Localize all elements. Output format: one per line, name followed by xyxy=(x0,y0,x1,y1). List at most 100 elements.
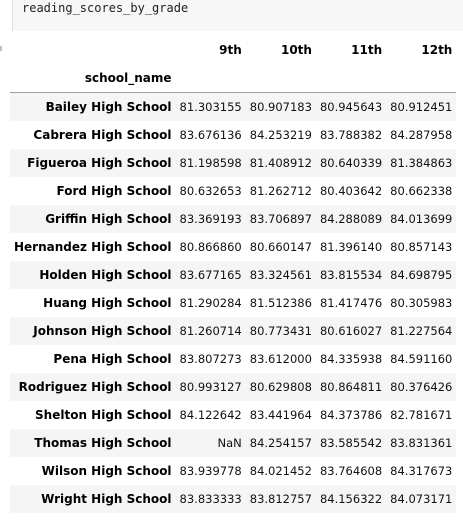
row-index-school-name: Pena High School xyxy=(53,352,172,366)
table-cell: 80.629808 xyxy=(249,380,312,394)
table-row: Johnson High School 81.260714 80.773431 80.… xyxy=(10,317,457,345)
table-cell: 80.376426 xyxy=(390,380,453,394)
table-cell: 84.698795 xyxy=(390,268,453,282)
table-cell: 80.907183 xyxy=(249,100,312,114)
cell-gutter-marker xyxy=(0,46,2,51)
column-header-12th: 12th xyxy=(421,43,453,57)
table-row: Shelton High School 84.122642 83.441964 84.… xyxy=(10,401,457,429)
table-cell: 83.788382 xyxy=(319,128,383,142)
table-cell: 80.660147 xyxy=(249,240,312,254)
table-cell: 84.317673 xyxy=(390,464,453,478)
table-cell: 80.773431 xyxy=(249,324,312,338)
table-cell: 83.812757 xyxy=(249,492,312,506)
table-row: Cabrera High School 83.676136 84.253219 83.… xyxy=(10,121,457,149)
row-index-school-name: Shelton High School xyxy=(35,408,172,422)
table-cell: 84.156322 xyxy=(319,492,383,506)
table-cell: 81.262712 xyxy=(249,184,312,198)
table-cell: 83.833333 xyxy=(179,492,242,506)
table-row: Bailey High School 81.303155 80.907183 80.9… xyxy=(10,92,457,121)
table-cell: 84.373786 xyxy=(319,408,383,422)
table-cell: 84.335938 xyxy=(319,352,383,366)
table-cell: 81.384863 xyxy=(390,156,453,170)
column-header-10th: 10th xyxy=(280,43,312,57)
table-cell: 80.616027 xyxy=(319,324,383,338)
table-cell: 80.403642 xyxy=(319,184,383,198)
table-row: Pena High School 83.807273 83.612000 84.335… xyxy=(10,345,457,373)
table-cell: NaN xyxy=(217,436,242,450)
row-index-school-name: Griffin High School xyxy=(45,212,172,226)
code-cell[interactable]: reading_scores_by_grade xyxy=(12,0,463,31)
table-row: Thomas High School NaN 84.254157 83.585542 8… xyxy=(10,429,457,457)
table-cell: 81.512386 xyxy=(249,296,312,310)
row-index-school-name: Thomas High School xyxy=(34,436,172,450)
table-cell: 80.866860 xyxy=(179,240,242,254)
table-cell: 80.632653 xyxy=(179,184,242,198)
table-cell: 83.807273 xyxy=(179,352,242,366)
index-name-header: school_name xyxy=(84,71,172,85)
index-name-spacer xyxy=(176,64,246,93)
table-row: Griffin High School 83.369193 83.706897 84.… xyxy=(10,205,457,233)
table-cell: 82.781671 xyxy=(390,408,453,422)
table-cell: 80.945643 xyxy=(319,100,383,114)
table-cell: 84.122642 xyxy=(179,408,242,422)
table-row: Hernandez High School 80.866860 80.660147 8… xyxy=(10,233,457,261)
table-row: Wilson High School 83.939778 84.021452 83.7… xyxy=(10,457,457,485)
index-name-row: school_name xyxy=(10,64,457,93)
index-name-spacer xyxy=(246,64,316,93)
row-index-school-name: Holden High School xyxy=(39,268,172,282)
table-row: Figueroa High School 81.198598 81.408912 80… xyxy=(10,149,457,177)
table-cell: 83.831361 xyxy=(390,436,453,450)
table-row: Ford High School 80.632653 81.262712 80.403… xyxy=(10,177,457,205)
table-cell: 80.857143 xyxy=(390,240,453,254)
table-cell: 83.676136 xyxy=(179,128,242,142)
table-cell: 83.706897 xyxy=(249,212,312,226)
table-cell: 81.290284 xyxy=(179,296,242,310)
table-row: Rodriguez High School 80.993127 80.629808 8… xyxy=(10,373,457,401)
dataframe-table: 9th 10th 11th 12th school_name Bailey Hi… xyxy=(10,36,457,513)
table-row: Holden High School 83.677165 83.324561 83.8… xyxy=(10,261,457,289)
row-index-school-name: Ford High School xyxy=(56,184,172,198)
table-cell: 83.324561 xyxy=(249,268,312,282)
table-cell: 81.396140 xyxy=(319,240,383,254)
row-index-school-name: Hernandez High School xyxy=(14,240,172,254)
column-header-9th: 9th xyxy=(219,43,242,57)
table-cell: 81.227564 xyxy=(390,324,453,338)
table-cell: 84.254157 xyxy=(249,436,312,450)
table-cell: 83.441964 xyxy=(249,408,312,422)
row-index-school-name: Wright High School xyxy=(41,492,172,506)
table-cell: 80.640339 xyxy=(319,156,383,170)
table-row: Wright High School 83.833333 83.812757 84.1… xyxy=(10,485,457,513)
table-cell: 84.288089 xyxy=(319,212,383,226)
table-cell: 80.662338 xyxy=(390,184,453,198)
column-header-11th: 11th xyxy=(351,43,383,57)
table-cell: 83.369193 xyxy=(179,212,242,226)
table-cell: 83.585542 xyxy=(319,436,383,450)
column-header-blank xyxy=(10,36,176,64)
table-cell: 80.912451 xyxy=(390,100,453,114)
table-cell: 83.939778 xyxy=(179,464,242,478)
table-cell: 84.013699 xyxy=(390,212,453,226)
table-cell: 83.764608 xyxy=(319,464,383,478)
table-row: Huang High School 81.290284 81.512386 81.41… xyxy=(10,289,457,317)
table-cell: 81.198598 xyxy=(179,156,242,170)
table-cell: 84.287958 xyxy=(390,128,453,142)
table-cell: 80.864811 xyxy=(319,380,383,394)
row-index-school-name: Rodriguez High School xyxy=(18,380,172,394)
index-name-spacer xyxy=(316,64,386,93)
table-cell: 83.612000 xyxy=(249,352,312,366)
table-cell: 84.591160 xyxy=(390,352,453,366)
row-index-school-name: Huang High School xyxy=(43,296,172,310)
table-cell: 81.417476 xyxy=(319,296,383,310)
row-index-school-name: Bailey High School xyxy=(45,100,172,114)
table-cell: 80.993127 xyxy=(179,380,242,394)
row-index-school-name: Wilson High School xyxy=(41,464,172,478)
table-cell: 81.260714 xyxy=(179,324,242,338)
column-header-row: 9th 10th 11th 12th xyxy=(10,36,456,64)
table-cell: 83.677165 xyxy=(179,268,242,282)
table-cell: 81.408912 xyxy=(249,156,312,170)
row-index-school-name: Johnson High School xyxy=(33,324,172,338)
table-cell: 84.073171 xyxy=(390,492,453,506)
code-text: reading_scores_by_grade xyxy=(22,1,189,15)
table-cell: 84.021452 xyxy=(249,464,312,478)
row-index-school-name: Figueroa High School xyxy=(27,156,172,170)
